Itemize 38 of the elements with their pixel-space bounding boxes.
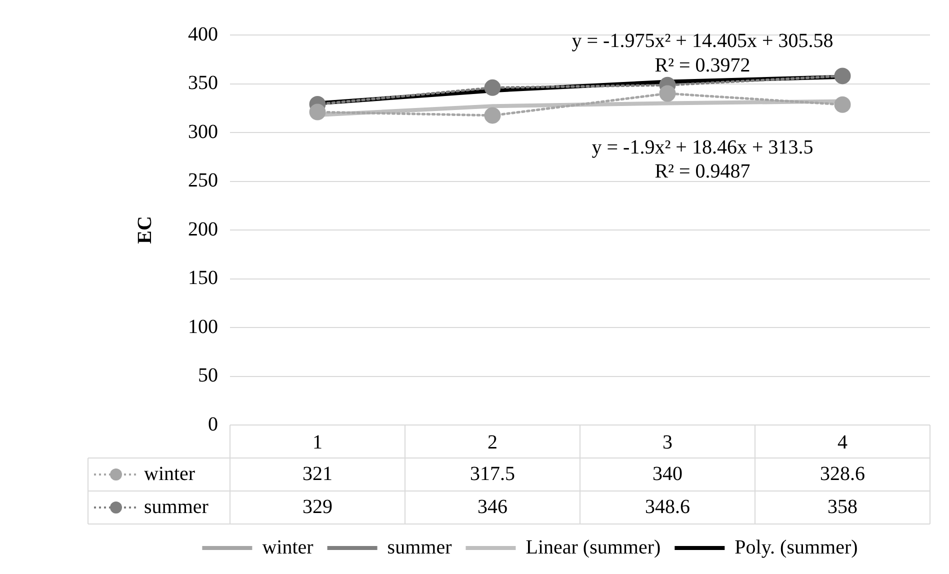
x-tick-label: 4 (838, 431, 848, 454)
data-label: 346 (478, 496, 508, 518)
annotation: R² = 0.9487 (654, 160, 750, 183)
legend-label: winter (144, 462, 196, 485)
data-label: 317.5 (470, 462, 515, 485)
data-label: 348.6 (645, 496, 690, 518)
point (484, 107, 501, 124)
data-label: 328.6 (820, 462, 865, 485)
legend-label: Linear (summer) (526, 536, 661, 558)
point (484, 79, 501, 96)
data-label: 358 (828, 496, 858, 518)
y-tick-label: 150 (188, 267, 218, 289)
y-tick-label: 350 (188, 72, 218, 94)
legend-label: summer (144, 496, 209, 518)
y-tick-label: 200 (188, 218, 218, 240)
point (309, 104, 326, 120)
x-tick-label: 1 (312, 431, 322, 454)
text: winter (262, 536, 314, 558)
annotation: y = -1.975x² + 14.405x + 305.58 (572, 30, 834, 52)
data-label: 321 (302, 462, 332, 485)
y-tick-label: 0 (208, 413, 218, 436)
x-tick-label: 3 (662, 431, 672, 454)
y-tick-label: 50 (198, 364, 218, 386)
y-tick-label: 400 (188, 23, 218, 46)
data-label: 329 (302, 496, 332, 518)
data-label: 340 (652, 462, 682, 485)
y-tick-label: 300 (188, 120, 218, 143)
point (834, 96, 851, 113)
annotation: y = -1.9x² + 18.46x + 313.5 (592, 136, 814, 158)
x-tick-label: 2 (488, 431, 498, 454)
legend-label: Poly. (summer) (734, 536, 858, 558)
y-tick-label: 100 (188, 316, 218, 338)
point (834, 68, 851, 84)
annotation: R² = 0.3972 (654, 54, 750, 76)
text: summer (387, 536, 452, 558)
y-tick-label: 250 (188, 170, 218, 192)
point (659, 85, 676, 102)
y-axis-title: EC (134, 216, 156, 244)
